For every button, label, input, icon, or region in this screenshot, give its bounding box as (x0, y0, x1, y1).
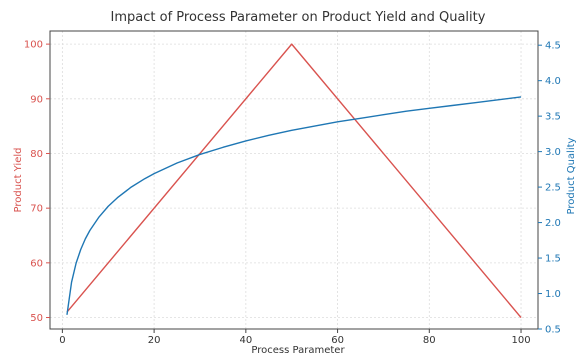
y-tick-label: 100 (24, 40, 43, 51)
y-axis-label-left: Product Yield (13, 148, 24, 213)
y2-tick-label: 2.5 (545, 183, 561, 194)
y-axis-left: 50 60 70 80 90 100 (24, 40, 50, 324)
y-tick-label: 50 (30, 313, 43, 324)
y2-tick-label: 2.0 (545, 218, 561, 229)
x-tick-label: 20 (148, 335, 161, 346)
x-tick-label: 60 (331, 335, 344, 346)
y-axis-right: 0.5 1.0 1.5 2.0 2.5 3.0 3.5 4.0 4.5 (538, 41, 561, 336)
y2-tick-label: 4.5 (545, 41, 561, 52)
x-tick-label: 0 (59, 335, 65, 346)
y-tick-label: 80 (30, 149, 43, 160)
y-tick-label: 90 (30, 94, 43, 105)
y2-tick-label: 0.5 (545, 325, 561, 336)
x-tick-label: 100 (511, 335, 530, 346)
y2-tick-label: 1.5 (545, 254, 561, 265)
y-tick-label: 60 (30, 258, 43, 269)
y2-tick-label: 1.0 (545, 289, 561, 300)
y2-tick-label: 3.0 (545, 147, 561, 158)
x-tick-label: 40 (239, 335, 252, 346)
plot-lines (66, 43, 522, 318)
y-axis-label-right: Product Quality (566, 137, 577, 214)
plot-frame (49, 30, 539, 330)
y2-tick-label: 3.5 (545, 112, 561, 123)
y2-tick-label: 4.0 (545, 76, 561, 87)
yield-line (66, 43, 522, 318)
x-axis-label: Process Parameter (251, 345, 345, 356)
x-axis: 0 20 40 60 80 100 (59, 329, 531, 346)
x-tick-label: 80 (423, 335, 436, 346)
quality-line (66, 96, 522, 315)
y-tick-label: 70 (30, 204, 43, 215)
grid (50, 31, 538, 329)
chart-title: Impact of Process Parameter on Product Y… (111, 10, 486, 25)
